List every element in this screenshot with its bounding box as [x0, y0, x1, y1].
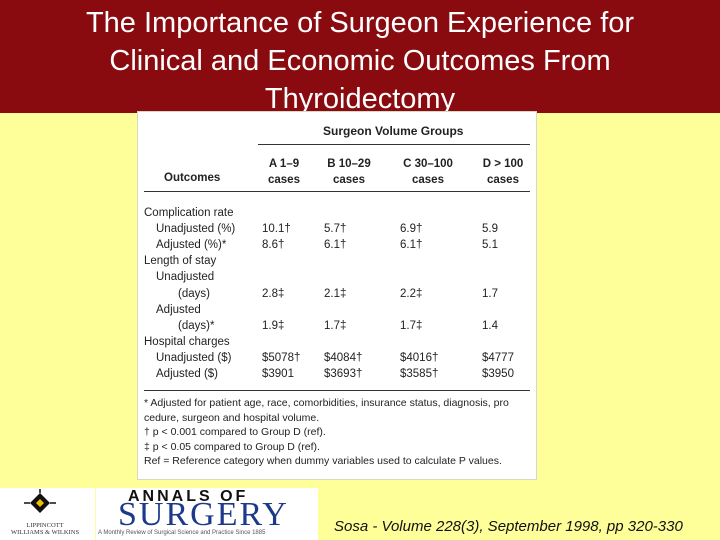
title-band: [0, 0, 720, 113]
notes-rule: [144, 390, 530, 391]
row-label: Length of stay: [144, 255, 217, 268]
cell-value: 6.1†: [400, 239, 423, 252]
lippincott-emblem-icon: [24, 489, 56, 513]
column-b-line1: B 10–29: [327, 158, 371, 170]
header-rule: [144, 191, 530, 192]
lippincott-logo: LIPPINCOTT WILLIAMS & WILKINS: [0, 488, 95, 540]
cell-value: 1.7‡: [400, 319, 423, 332]
column-a-line2: cases: [268, 174, 300, 186]
column-c-line1: C 30–100: [403, 158, 453, 170]
slide-title: The Importance of Surgeon Experience for…: [0, 4, 720, 118]
table-row: Complication rate: [138, 205, 538, 221]
cell-value: 2.8‡: [262, 287, 285, 300]
cell-value: 1.7: [482, 287, 498, 300]
annals-top-text: ANNALS OF: [128, 488, 249, 505]
cell-value: 2.2‡: [400, 287, 423, 300]
cell-value: 5.9: [482, 223, 498, 236]
column-b-line2: cases: [333, 174, 365, 186]
row-label: (days): [178, 287, 210, 300]
row-label: (days)*: [178, 319, 215, 332]
table-row: Unadjusted: [138, 269, 538, 285]
cell-value: 6.9†: [400, 223, 423, 236]
annals-of-surgery-logo: ANNALS OF SURGERY A Monthly Review of Su…: [96, 488, 318, 540]
cell-value: $4016†: [400, 351, 439, 364]
group-header-rule: [258, 144, 530, 145]
footnote-line: Ref = Reference category when dummy vari…: [144, 455, 502, 468]
annals-main-text: SURGERY: [118, 496, 289, 533]
table-row: Adjusted (%)* 8.6† 6.1† 6.1† 5.1: [138, 237, 538, 253]
table-row: Unadjusted ($) $5078† $4084† $4016† $4777: [138, 350, 538, 366]
column-header-c: C 30–100 cases: [392, 156, 464, 188]
row-label: Unadjusted ($): [156, 351, 232, 364]
cell-value: $3693†: [324, 368, 363, 380]
title-line-1: The Importance of Surgeon Experience for: [85, 7, 635, 39]
row-label: Adjusted: [156, 303, 201, 316]
table-row: (days) 2.8‡ 2.1‡ 2.2‡ 1.7: [138, 286, 538, 302]
row-label: Unadjusted: [156, 271, 215, 284]
table-row: Hospital charges: [138, 334, 538, 350]
outcomes-column-header: Outcomes: [164, 172, 221, 184]
column-header-b: B 10–29 cases: [318, 156, 380, 188]
citation: Sosa - Volume 228(3), September 1998, pp…: [334, 518, 683, 535]
cell-value: 8.6†: [262, 239, 285, 252]
table-row: Unadjusted (%) 10.1† 5.7† 6.9† 5.9: [138, 221, 538, 237]
row-label: Adjusted ($): [156, 368, 219, 380]
group-header: Surgeon Volume Groups: [323, 124, 464, 138]
cell-value: 2.1‡: [324, 287, 347, 300]
row-label: Hospital charges: [144, 335, 230, 348]
title-line-2: Clinical and Economic Outcomes From: [109, 45, 611, 77]
table-row: (days)* 1.9‡ 1.7‡ 1.7‡ 1.4: [138, 318, 538, 334]
cell-value: 1.7‡: [324, 319, 347, 332]
title-line-3: Thyroidectomy: [264, 83, 456, 115]
column-header-a: A 1–9 cases: [256, 156, 312, 188]
cell-value: 1.9‡: [262, 319, 285, 332]
cell-value: $3901: [262, 368, 294, 380]
footnote-line: ‡ p < 0.05 compared to Group D (ref).: [144, 440, 320, 453]
cell-value: 10.1†: [262, 223, 291, 236]
cell-value: $5078†: [262, 351, 301, 364]
cell-value: $3585†: [400, 368, 439, 380]
outcomes-table: Surgeon Volume Groups A 1–9 cases B 10–2…: [137, 111, 537, 480]
footnote-line: * Adjusted for patient age, race, comorb…: [144, 397, 509, 409]
column-d-line2: cases: [487, 174, 519, 186]
cell-value: $4084†: [324, 351, 363, 364]
row-label: Complication rate: [144, 207, 234, 219]
footnote-line: † p < 0.001 compared to Group D (ref).: [144, 426, 326, 439]
cell-value: $3950: [482, 368, 514, 380]
lww-line-2: WILLIAMS & WILKINS: [10, 529, 80, 536]
cell-value: $4777: [482, 351, 514, 364]
column-a-line1: A 1–9: [268, 158, 300, 170]
cell-value: 5.1: [482, 239, 498, 252]
lippincott-logo-text: LIPPINCOTT WILLIAMS & WILKINS: [10, 522, 80, 536]
cell-value: 1.4: [482, 319, 498, 332]
cell-value: 6.1†: [324, 239, 347, 252]
table-row: Length of stay: [138, 253, 538, 269]
lww-line-1: LIPPINCOTT: [26, 522, 64, 529]
table-row: Adjusted ($) $3901 $3693† $3585† $3950: [138, 366, 538, 382]
footnote-line: cedure, surgeon and hospital volume.: [144, 411, 320, 424]
annals-subtitle: A Monthly Review of Surgical Science and…: [98, 530, 266, 536]
row-label: Adjusted (%)*: [156, 239, 227, 252]
table-footnotes: * Adjusted for patient age, race, comorb…: [144, 396, 532, 469]
column-c-line2: cases: [412, 174, 444, 186]
column-header-d: D > 100 cases: [472, 156, 534, 188]
table-row: Adjusted: [138, 302, 538, 318]
row-label: Unadjusted (%): [156, 223, 236, 236]
cell-value: 5.7†: [324, 223, 347, 236]
column-d-line1: D > 100: [482, 158, 524, 170]
